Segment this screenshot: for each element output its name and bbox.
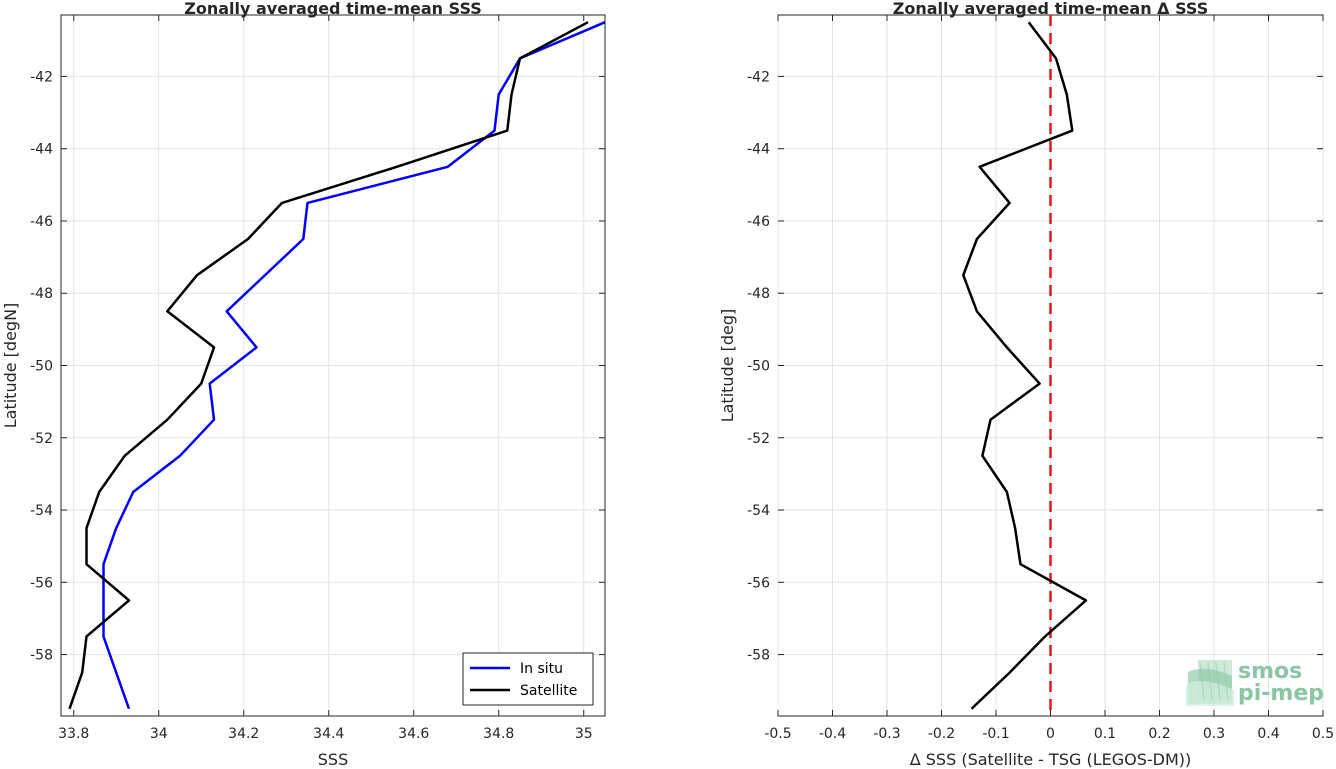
x-tick-label: -0.1: [982, 726, 1009, 742]
y-tick-label: -50: [747, 359, 770, 375]
chart-delta-sss: -0.5 -0.4 -0.3 -0.2 -0.1 0 0.1 0.2 0.3 0.4 0.5 -42…: [718, 0, 1334, 769]
legend: In situ Satellite: [462, 652, 594, 706]
chart-title-sss: Zonally averaged time-mean SSS: [184, 0, 482, 18]
x-axis-label-delta-sss: Δ SSS (Satellite - TSG (LEGOS-DM)): [910, 750, 1192, 769]
x-tick-label: -0.5: [764, 726, 791, 742]
x-tick-label: 34: [150, 726, 168, 742]
x-tick-label: 35: [575, 726, 593, 742]
x-tick-label: 34.2: [228, 726, 259, 742]
x-tick-label: -0.3: [873, 726, 900, 742]
x-axis-label-sss: SSS: [318, 750, 348, 769]
y-tick-label: -54: [30, 503, 53, 519]
legend-box: [462, 652, 594, 706]
x-tick-label: 0.5: [1312, 726, 1334, 742]
x-tick-label: 34.6: [398, 726, 429, 742]
x-tick-label: 34.8: [483, 726, 514, 742]
y-tick-label: -48: [30, 286, 53, 302]
y-tick-label: -58: [30, 648, 53, 664]
y-ticks-sss: -42 -44 -46 -48 -50 -52 -54 -56 -58: [30, 69, 605, 664]
legend-label-satellite: Satellite: [520, 683, 577, 699]
x-tick-label: -0.4: [819, 726, 846, 742]
series-group-sss: [68, 21, 606, 710]
y-tick-label: -46: [747, 214, 770, 230]
y-tick-label: -46: [30, 214, 53, 230]
y-tick-label: -42: [747, 69, 770, 85]
series-line-satellite: [68, 21, 589, 710]
y-tick-label: -52: [30, 431, 53, 447]
y-tick-label: -58: [747, 648, 770, 664]
x-tick-label: 0.4: [1257, 726, 1279, 742]
y-tick-label: -54: [747, 503, 770, 519]
x-tick-label: 0.3: [1203, 726, 1225, 742]
logo-wave-icon: [1186, 660, 1234, 706]
series-line-delta-sss: [962, 21, 1088, 710]
y-tick-label: -44: [747, 142, 770, 158]
logo-text-pi-mep: pi-mep: [1238, 681, 1324, 706]
chart-sss: 33.8 34 34.2 34.4 34.6 34.8 35 -42 -44 -46 -48 -50…: [1, 0, 606, 769]
y-tick-label: -48: [747, 286, 770, 302]
x-tick-label: 0.2: [1148, 726, 1170, 742]
x-tick-label: 0: [1046, 726, 1055, 742]
y-axis-label-delta-sss: Latitude [deg]: [718, 309, 737, 423]
y-tick-label: -56: [747, 575, 770, 591]
y-tick-label: -42: [30, 69, 53, 85]
x-ticks-sss: 33.8 34 34.2 34.4 34.6 34.8 35: [58, 15, 593, 742]
y-ticks-delta-sss: -42 -44 -46 -48 -50 -52 -54 -56 -58: [747, 69, 1323, 664]
y-tick-label: -50: [30, 359, 53, 375]
chart-title-delta-sss: Zonally averaged time-mean Δ SSS: [893, 0, 1209, 18]
y-tick-label: -52: [747, 431, 770, 447]
y-tick-label: -44: [30, 142, 53, 158]
grid-sss: [61, 15, 605, 716]
logo-text-smos: smos: [1238, 659, 1302, 684]
x-tick-label: 33.8: [58, 726, 89, 742]
legend-label-in-situ: In situ: [520, 661, 563, 677]
x-ticks-delta-sss: -0.5 -0.4 -0.3 -0.2 -0.1 0 0.1 0.2 0.3 0.4 0.5: [764, 15, 1334, 742]
x-tick-label: 0.1: [1094, 726, 1116, 742]
series-line-in-situ: [102, 21, 606, 710]
y-tick-label: -56: [30, 575, 53, 591]
y-axis-label-sss: Latitude [degN]: [1, 303, 20, 429]
series-group-delta-sss: [962, 21, 1088, 710]
smos-pi-mep-logo: smos pi-mep: [1186, 659, 1324, 706]
x-tick-label: -0.2: [928, 726, 955, 742]
x-tick-label: 34.4: [313, 726, 344, 742]
